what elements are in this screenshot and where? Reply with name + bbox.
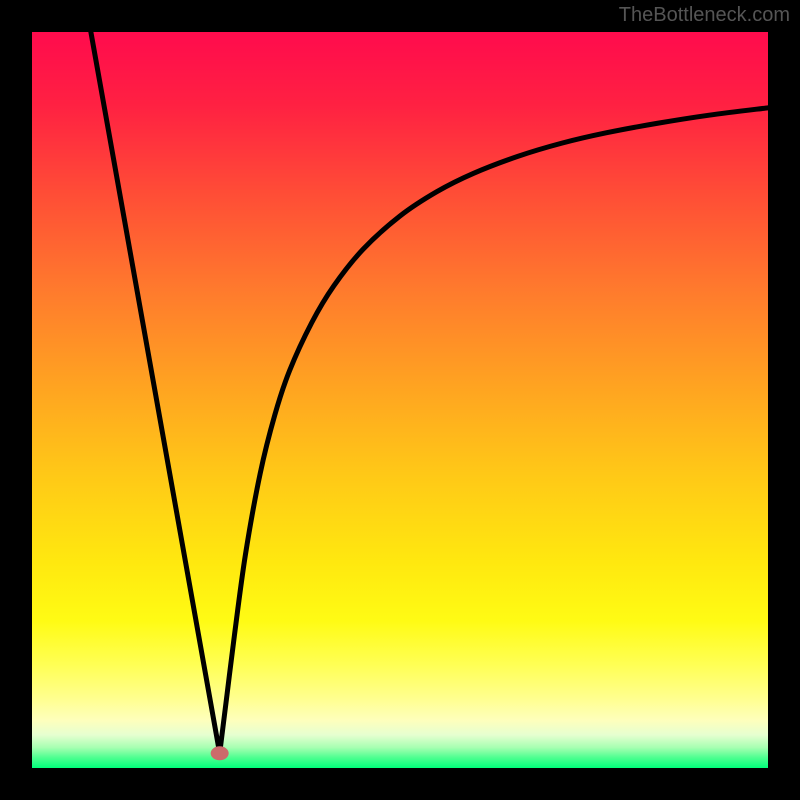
chart-frame: TheBottleneck.com xyxy=(0,0,800,800)
minimum-marker xyxy=(211,746,229,760)
plot-area xyxy=(32,32,768,768)
plot-svg xyxy=(32,32,768,768)
gradient-background xyxy=(32,32,768,768)
watermark-text: TheBottleneck.com xyxy=(619,4,790,27)
